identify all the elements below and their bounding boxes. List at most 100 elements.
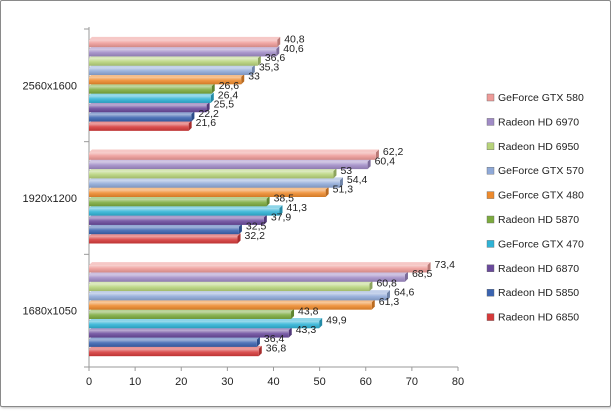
legend-swatch (486, 118, 495, 126)
x-tick-label: 40 (267, 376, 279, 388)
data-label: 68,5 (412, 268, 433, 280)
legend-label: GeForce GTX 480 (498, 190, 584, 202)
legend-entry: GeForce GTX 570 (486, 165, 584, 177)
legend-swatch (486, 240, 495, 248)
data-label: 32,2 (245, 230, 266, 242)
bar (89, 327, 292, 338)
data-label: 53 (340, 165, 352, 177)
data-label: 37,9 (271, 211, 292, 223)
bar (89, 271, 408, 282)
legend-entry: GeForce GTX 480 (486, 190, 584, 202)
data-label: 36,6 (265, 52, 286, 64)
legend-swatch (486, 313, 495, 321)
bar (89, 262, 431, 273)
legend-swatch (486, 191, 495, 199)
bar (89, 101, 210, 113)
bar (89, 92, 214, 103)
data-label: 40,6 (283, 43, 304, 55)
bar (89, 111, 195, 122)
legend-swatch (486, 166, 495, 175)
bar (89, 299, 375, 310)
data-label: 36,8 (266, 343, 287, 355)
data-label: 43,8 (298, 305, 319, 317)
legend-entry: Radeon HD 6950 (486, 141, 579, 153)
bar (89, 223, 242, 235)
x-tick-label: 10 (129, 376, 141, 388)
bar (89, 177, 343, 188)
category-label: 1920x1200 (23, 193, 77, 205)
data-label: 40,8 (284, 33, 305, 45)
legend-label: GeForce GTX 470 (498, 238, 584, 250)
legend-entry: Radeon HD 6870 (486, 263, 579, 275)
data-label: 36,4 (264, 333, 285, 345)
bar (89, 83, 215, 94)
data-label: 62,2 (383, 146, 404, 158)
legend-label: Radeon HD 6950 (498, 141, 579, 153)
bar (89, 290, 390, 301)
data-label: 49,9 (326, 315, 347, 327)
x-tick-label: 70 (406, 376, 418, 388)
bar (89, 168, 337, 179)
bar (89, 46, 280, 57)
legend-label: Radeon HD 6870 (498, 263, 579, 275)
legend-entry: GeForce GTX 580 (486, 92, 584, 104)
bar (89, 317, 323, 329)
bar (89, 55, 261, 66)
legend-label: Radeon HD 5870 (498, 214, 579, 226)
data-label: 64,6 (394, 287, 415, 299)
data-label: 51,3 (333, 183, 354, 195)
legend-swatch (486, 215, 495, 224)
legend-label: GeForce GTX 580 (498, 92, 584, 104)
category-label: 1680x1050 (23, 306, 77, 318)
data-label: 25,5 (214, 99, 235, 111)
data-label: 38,5 (274, 193, 295, 205)
legend-swatch (486, 93, 495, 102)
data-label: 26,4 (218, 89, 239, 101)
x-tick-label: 80 (452, 376, 464, 388)
category-label: 2560x1600 (23, 80, 77, 92)
data-label: 60,8 (376, 277, 397, 289)
legend-entry: Radeon HD 5870 (486, 214, 579, 226)
bar (89, 196, 270, 207)
bar (89, 280, 373, 292)
bar (89, 120, 192, 131)
data-label: 43,3 (296, 324, 317, 336)
bar (89, 205, 283, 216)
bar (89, 308, 295, 319)
legend-label: Radeon HD 5850 (498, 287, 579, 299)
legend-label: GeForce GTX 570 (498, 165, 584, 177)
x-tick-label: 30 (221, 376, 233, 388)
legend-entry: GeForce GTX 470 (486, 238, 584, 250)
data-label: 61,3 (379, 296, 400, 308)
bar (89, 214, 267, 225)
bar (89, 336, 260, 347)
legend-label: Radeon HD 6970 (498, 116, 579, 128)
legend-swatch (486, 264, 495, 272)
bar (89, 158, 371, 170)
data-label: 21,6 (196, 117, 217, 129)
x-tick-label: 0 (86, 376, 92, 388)
data-label: 26,6 (219, 80, 240, 92)
data-label: 60,4 (375, 155, 396, 167)
legend-swatch (486, 142, 495, 151)
data-label: 33 (248, 71, 260, 83)
bar (89, 36, 281, 48)
x-tick-label: 20 (175, 376, 187, 388)
data-label: 73,4 (435, 259, 456, 271)
legend-label: Radeon HD 6850 (498, 312, 579, 324)
data-label: 32,5 (246, 221, 267, 233)
data-label: 35,3 (259, 61, 280, 73)
legend-swatch (486, 289, 495, 297)
legend-entry: Radeon HD 6970 (486, 116, 579, 128)
bar (89, 345, 262, 357)
x-tick-label: 50 (314, 376, 326, 388)
bar (89, 149, 379, 160)
bar (89, 233, 241, 244)
bar (89, 64, 255, 76)
legend-entry: Radeon HD 5850 (486, 287, 579, 299)
data-label: 54,4 (347, 174, 368, 186)
data-label: 22,2 (198, 108, 219, 120)
legend-entry: Radeon HD 6850 (486, 312, 579, 324)
